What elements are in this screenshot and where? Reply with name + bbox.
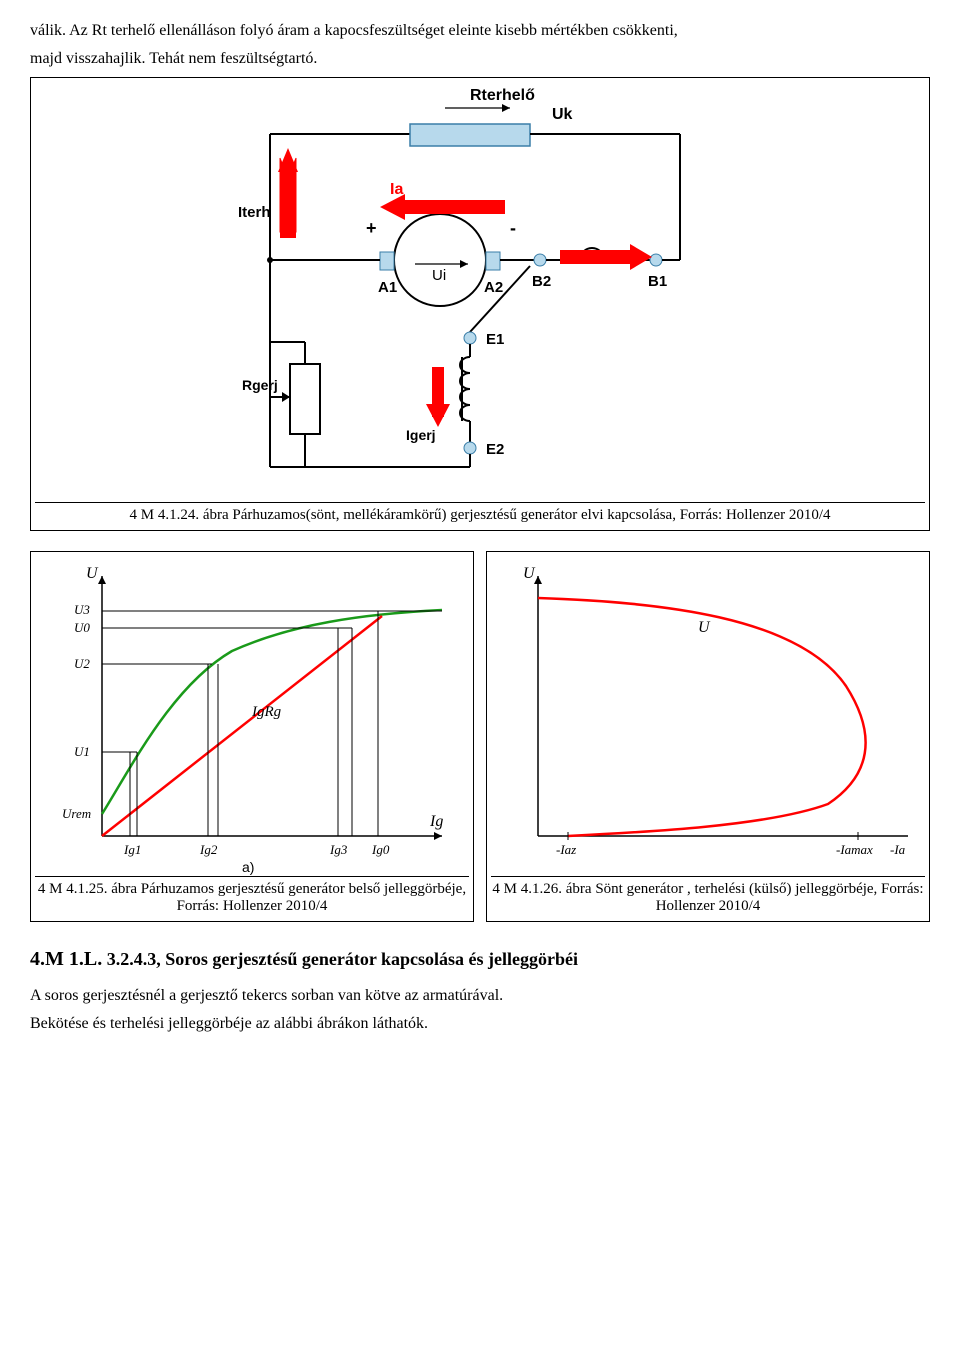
- paragraph-1: A soros gerjesztésnél a gerjesztő tekerc…: [30, 985, 930, 1007]
- label-e2: E2: [486, 441, 504, 458]
- red-line: [102, 616, 382, 836]
- xtick-iamax: -Iamax: [836, 842, 873, 857]
- node-b1: [650, 254, 662, 266]
- figure-1-caption: 4 M 4.1.24. ábra Párhuzamos(sönt, mellék…: [35, 502, 925, 526]
- label-rterh: Rterhelő: [470, 87, 535, 104]
- label-a1: A1: [378, 279, 397, 296]
- label-igrg: IgRg: [251, 704, 282, 720]
- heading-rest: 3.2.4.3, Soros gerjesztésű generátor kap…: [102, 949, 578, 969]
- paragraph-2: Bekötése és terhelési jelleggörbéje az a…: [30, 1013, 930, 1035]
- node-b2: [534, 254, 546, 266]
- ytick-u1: U1: [74, 744, 90, 759]
- brush-a2: [486, 252, 500, 270]
- label-minus: -: [510, 218, 516, 238]
- label-a2: A2: [484, 279, 503, 296]
- curve-label-u: U: [698, 619, 711, 636]
- figure-2-inner-characteristic: U Ig Urem U1 U2 U0 U3 Ig1 Ig2 Ig3 Ig0: [30, 551, 474, 922]
- figure-3-caption: 4 M 4.1.26. ábra Sönt generátor , terhel…: [491, 876, 925, 917]
- intro-line-1: válik. Az Rt terhelő ellenálláson folyó …: [30, 20, 930, 42]
- circuit-diagram-svg: Rterhelő Uk Iterh Ia + - Ui A1 A2: [210, 82, 750, 502]
- xtick-ig1: Ig1: [123, 842, 141, 857]
- armature-circle: [394, 214, 486, 306]
- heading-lead: 4.M 1.L.: [30, 948, 102, 970]
- axis-y-u: U: [86, 565, 99, 582]
- ytick-u2: U2: [74, 656, 90, 671]
- ytick-urem: Urem: [62, 806, 91, 821]
- label-rgerj: Rgerj: [242, 377, 278, 393]
- xtick-ig0: Ig0: [371, 842, 390, 857]
- label-ia: Ia: [390, 181, 403, 198]
- ytick-u3: U3: [74, 602, 90, 617]
- label-e1: E1: [486, 331, 504, 348]
- node-e1: [464, 332, 476, 344]
- xtick-iaz: -Iaz: [556, 842, 576, 857]
- label-iterh: Iterh: [238, 204, 271, 221]
- inner-characteristic-svg: U Ig Urem U1 U2 U0 U3 Ig1 Ig2 Ig3 Ig0: [42, 556, 462, 876]
- figure-1-circuit: Rterhelő Uk Iterh Ia + - Ui A1 A2: [30, 77, 930, 531]
- section-heading: 4.M 1.L. 3.2.4.3, Soros gerjesztésű gene…: [30, 946, 930, 973]
- xtick-ig2: Ig2: [199, 842, 218, 857]
- xtick-ig3: Ig3: [329, 842, 348, 857]
- figure-3-external-characteristic: U U -Iaz -Iamax -Ia 4 M 4.1.26. ábra Sön…: [486, 551, 930, 922]
- rgerj-resistor: [290, 364, 320, 434]
- arrow-b: [560, 250, 640, 264]
- brush-a1: [380, 252, 394, 270]
- two-column-figures: U Ig Urem U1 U2 U0 U3 Ig1 Ig2 Ig3 Ig0: [30, 551, 930, 922]
- label-igerj: Igerj: [406, 427, 436, 443]
- external-characteristic-svg: U U -Iaz -Iamax -Ia: [498, 556, 918, 876]
- subfig-a: a): [242, 859, 254, 875]
- node-e2: [464, 442, 476, 454]
- label-uk: Uk: [552, 106, 573, 123]
- figure-2-caption: 4 M 4.1.25. ábra Párhuzamos gerjesztésű …: [35, 876, 469, 917]
- xtick-ia: -Ia: [890, 842, 906, 857]
- label-b1: B1: [648, 273, 667, 290]
- arrow-ia: [395, 200, 505, 214]
- label-plus: +: [366, 218, 377, 238]
- ytick-u0: U0: [74, 620, 90, 635]
- load-resistor: [410, 124, 530, 146]
- label-b2: B2: [532, 273, 551, 290]
- label-ui: Ui: [432, 267, 446, 284]
- axis-x-ig: Ig: [429, 813, 443, 830]
- intro-line-2: majd visszahajlik. Tehát nem feszültségt…: [30, 48, 930, 70]
- axis-y-u2: U: [523, 565, 536, 582]
